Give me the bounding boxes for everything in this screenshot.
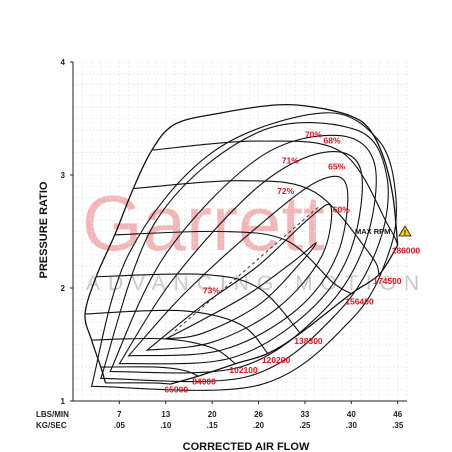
x-tick-label-kg: .15 — [207, 421, 219, 430]
efficiency-island — [127, 175, 349, 357]
x-tick-label-kg: .20 — [253, 421, 265, 430]
speed-line-label: 102100 — [229, 365, 258, 375]
peak-efficiency-line — [174, 206, 320, 332]
speed-line-label: 156400 — [345, 296, 374, 306]
efficiency-label: 60% — [333, 204, 350, 214]
speed-line — [151, 140, 399, 246]
watermark-sub: ADVANCING MOTION — [86, 272, 427, 295]
efficiency-label: 73% — [203, 286, 220, 296]
speed-line — [85, 309, 269, 354]
y-axis-title: PRESSURE RATIO — [38, 181, 50, 278]
x-tick-label-kg: .35 — [392, 421, 404, 430]
efficiency-island — [100, 121, 389, 383]
x-unit-label-lbs: LBS/MIN — [36, 410, 69, 419]
speed-line — [114, 230, 352, 295]
x-tick-label-lbs: 13 — [161, 410, 170, 419]
speed-line-label: 186000 — [392, 245, 421, 255]
warning-icon-glyph: ! — [404, 228, 407, 237]
x-tick-label-kg: .25 — [299, 421, 311, 430]
efficiency-island — [165, 242, 317, 340]
warning-icon — [398, 225, 412, 237]
efficiency-islands — [90, 112, 397, 391]
x-tick-label-lbs: 33 — [300, 410, 309, 419]
efficiency-island — [109, 134, 377, 374]
speed-line-label: 65900 — [164, 384, 188, 394]
watermark-main: Garrett — [82, 179, 325, 267]
speed-line — [96, 273, 301, 334]
max-rpm-label: MAX RPM — [355, 227, 390, 236]
x-tick-label-kg: .05 — [114, 421, 126, 430]
map-boundary — [84, 103, 399, 385]
x-tick-label-kg: .30 — [346, 421, 358, 430]
efficiency-label: 68% — [324, 135, 341, 145]
x-tick-label-kg: .10 — [160, 421, 172, 430]
efficiency-label: 72% — [277, 186, 294, 196]
y-tick-label: 4 — [61, 58, 66, 67]
speed-line-label: 120200 — [262, 355, 291, 365]
speed-line-label: 174500 — [373, 276, 402, 286]
y-tick-label: 3 — [61, 171, 66, 180]
speed-line — [133, 180, 380, 275]
x-tick-label-lbs: 40 — [347, 410, 356, 419]
y-tick-label: 2 — [61, 284, 66, 293]
axes: LBS/MIN KG/SEC CORRECTED AIR FLOW PRESSU… — [36, 58, 404, 452]
speed-line-label: 138300 — [294, 336, 323, 346]
x-unit-label-kg: KG/SEC — [36, 421, 67, 430]
efficiency-label: 65% — [328, 161, 345, 171]
efficiency-label: 70% — [305, 130, 322, 140]
surge-line — [84, 103, 399, 384]
y-tick-label: 1 — [61, 397, 66, 406]
efficiency-island — [118, 151, 363, 365]
x-tick-label-lbs: 26 — [254, 410, 263, 419]
x-tick-label-lbs: 7 — [117, 410, 122, 419]
efficiency-island — [90, 112, 397, 391]
x-tick-label-lbs: 20 — [208, 410, 217, 419]
speed-line — [105, 382, 171, 385]
choke-line — [170, 244, 399, 385]
speed-line — [100, 366, 199, 377]
speed-lines — [85, 140, 399, 385]
watermark: Garrett ADVANCING MOTION — [82, 179, 427, 295]
speed-line-label: 84000 — [192, 377, 216, 387]
speed-line — [91, 337, 236, 365]
x-axis-title: CORRECTED AIR FLOW — [183, 441, 310, 452]
efficiency-label: 71% — [282, 156, 299, 166]
x-tick-label-lbs: 46 — [393, 410, 402, 419]
